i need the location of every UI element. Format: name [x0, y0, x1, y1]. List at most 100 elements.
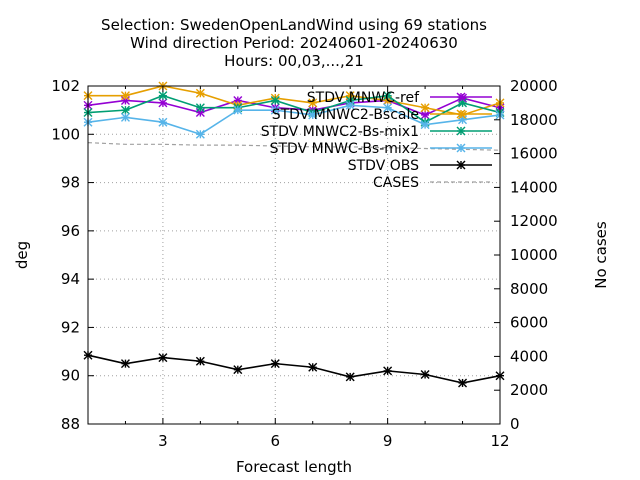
data-point [383, 103, 393, 113]
data-point [383, 91, 393, 101]
marker-stroke [383, 91, 393, 101]
data-point [120, 91, 130, 101]
marker-stroke [308, 110, 318, 120]
marker-stroke [120, 112, 130, 122]
x-tick-label: 3 [158, 432, 168, 450]
series-stdv-obs [83, 350, 505, 388]
marker-stroke [158, 353, 168, 363]
chart-title-line: Selection: SwedenOpenLandWind using 69 s… [101, 16, 487, 34]
data-point [270, 359, 280, 369]
series-layer [83, 81, 505, 388]
y2-tick-label: 4000 [510, 347, 548, 365]
data-point [158, 117, 168, 127]
legend-label: STDV MNWC-ref [307, 90, 420, 106]
y2-tick-label: 16000 [510, 145, 558, 163]
marker-stroke [420, 110, 430, 120]
data-point [456, 92, 466, 102]
marker-stroke [456, 160, 466, 170]
marker-stroke [345, 100, 355, 110]
y-axis-label: deg [13, 241, 31, 269]
marker-stroke [233, 365, 243, 375]
x-tick-label: 9 [383, 432, 393, 450]
marker-stroke [308, 98, 318, 108]
y-tick-label: 90 [61, 367, 80, 385]
y2-tick-label: 12000 [510, 212, 558, 230]
data-point [270, 95, 280, 105]
marker-stroke [120, 105, 130, 115]
marker-stroke [383, 366, 393, 376]
marker-stroke [195, 356, 205, 366]
axis-ticks: 3 6 9 12 88 90 92 94 96 98 100 102 0 2000 4000 6000 8000… [51, 77, 557, 450]
data-point [195, 103, 205, 113]
data-point [158, 98, 168, 108]
y-tick-label: 100 [51, 125, 80, 143]
y-tick-label: 94 [61, 270, 80, 288]
chart-title-line: Wind direction Period: 20240601-20240630 [130, 34, 458, 52]
marker-stroke [195, 129, 205, 139]
data-point [456, 126, 466, 136]
marker-stroke [420, 120, 430, 130]
marker-stroke [195, 103, 205, 113]
marker-stroke [270, 95, 280, 105]
data-point [195, 129, 205, 139]
marker-stroke [458, 115, 468, 125]
x-tick-label: 6 [270, 432, 280, 450]
series-line [87, 354, 501, 384]
data-point [420, 370, 430, 380]
data-point [308, 98, 318, 108]
chart-title-line: Hours: 00,03,...,21 [224, 52, 364, 70]
data-point [383, 366, 393, 376]
data-point [420, 103, 430, 113]
y-tick-label: 96 [61, 222, 80, 240]
x-tick-label: 12 [490, 432, 509, 450]
data-point [456, 109, 466, 119]
data-point [308, 110, 318, 120]
series-stdv-mnwc-bs-mix2 [83, 100, 505, 139]
series-line [88, 85, 501, 116]
marker-stroke [458, 378, 468, 388]
y2-axis-label: No cases [592, 221, 610, 289]
y2-tick-label: 6000 [510, 314, 548, 332]
data-point [308, 362, 318, 372]
marker-stroke [345, 372, 355, 382]
data-point [345, 100, 355, 110]
data-point [420, 120, 430, 130]
data-point [458, 115, 468, 125]
data-point [233, 105, 243, 115]
marker-stroke [158, 91, 168, 101]
marker-stroke [456, 92, 466, 102]
legend-label: STDV OBS [348, 158, 419, 174]
series-line [87, 104, 501, 136]
marker-stroke [270, 105, 280, 115]
y2-tick-label: 8000 [510, 280, 548, 298]
y2-tick-label: 14000 [510, 178, 558, 196]
data-point [120, 359, 130, 369]
y-tick-label: 102 [51, 77, 80, 95]
marker-stroke [158, 117, 168, 127]
grid [88, 86, 500, 424]
data-point [458, 98, 468, 108]
legend-label: STDV MNWC-Bs-mix2 [270, 141, 419, 157]
legend-label: STDV MNWC2-Bs-mix1 [261, 124, 419, 140]
data-point [195, 88, 205, 98]
marker-stroke [420, 370, 430, 380]
marker-stroke [158, 98, 168, 108]
data-point [158, 353, 168, 363]
y2-tick-label: 18000 [510, 111, 558, 129]
y2-tick-label: 2000 [510, 381, 548, 399]
y2-tick-label: 20000 [510, 77, 558, 95]
marker-stroke [456, 143, 466, 153]
data-point [233, 365, 243, 375]
x-axis-label: Forecast length [236, 458, 352, 476]
data-point [456, 143, 466, 153]
marker-stroke [456, 109, 466, 119]
marker-stroke [270, 359, 280, 369]
y-tick-label: 92 [61, 318, 80, 336]
chart-title: Selection: SwedenOpenLandWind using 69 s… [101, 16, 487, 70]
marker-stroke [120, 359, 130, 369]
y2-tick-label: 0 [510, 415, 520, 433]
marker-stroke [120, 91, 130, 101]
data-point [345, 372, 355, 382]
marker-stroke [308, 362, 318, 372]
